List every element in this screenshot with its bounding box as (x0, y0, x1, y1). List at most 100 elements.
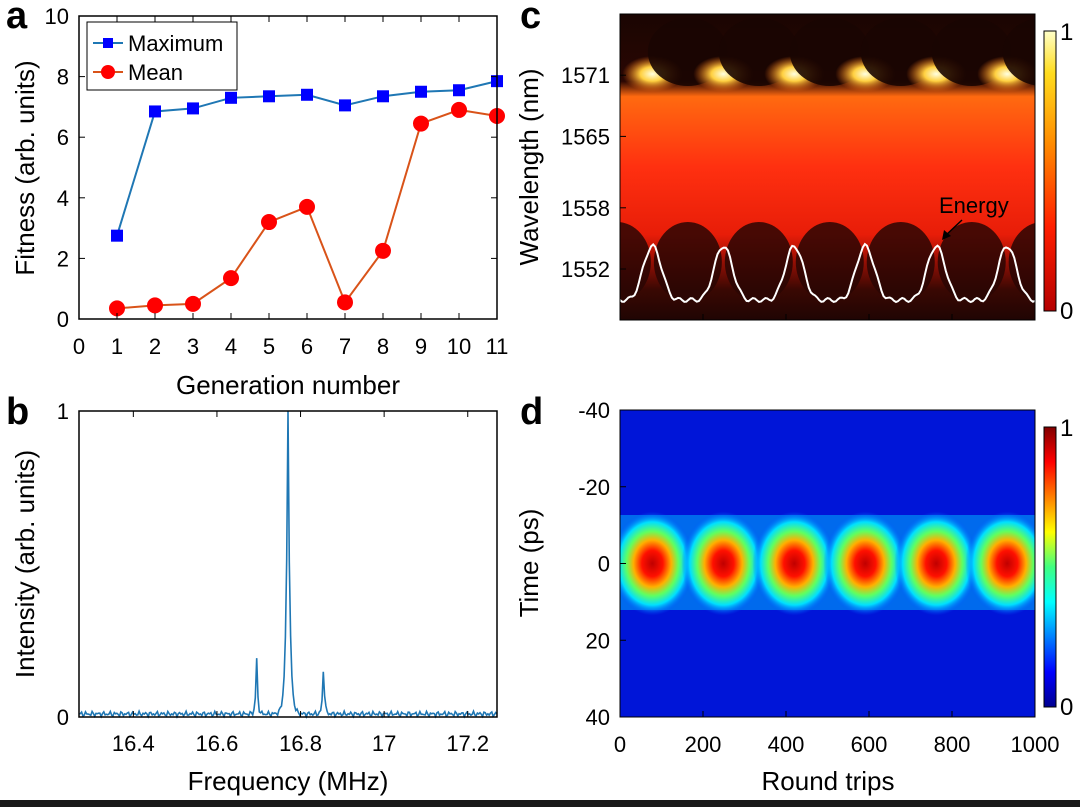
panel-d-heatmap-marks (620, 511, 1035, 616)
maximum-point (187, 102, 199, 115)
panel-label-b: b (6, 391, 29, 433)
panel-c-x-ticks (619, 314, 1036, 320)
panel-b-xtick-label: 17 (372, 731, 396, 756)
panel-d-ylabel: Time (ps) (514, 509, 544, 618)
spectrum-dark-notch (937, 222, 1006, 302)
maximum-point (377, 90, 389, 103)
mean-point (109, 300, 125, 317)
panel-d-plot: 0 200 400 600 800 1000 -40 -20 0 20 40 Round trip… (514, 398, 1073, 796)
panel-c-ytick-label: 1565 (561, 124, 610, 149)
panel-a-ytick-label: 0 (57, 307, 69, 332)
mean-point (337, 294, 353, 311)
panel-d-ytick-label: -40 (578, 398, 610, 423)
panel-d-xtick-label: 400 (768, 732, 805, 757)
spectrum-dark-notch (653, 222, 722, 302)
colorbar-c-min: 0 (1060, 298, 1073, 325)
spectrum-dark-notch (866, 222, 935, 302)
spectrum-dark-gap (1074, 18, 1080, 86)
mean-point (147, 297, 163, 314)
panel-a-ytick-label: 2 (57, 246, 69, 271)
panel-a-xtick-label: 9 (415, 334, 427, 359)
panel-a-xtick-label: 11 (486, 334, 509, 359)
panel-a-ytick-label: 6 (57, 125, 69, 150)
panel-d-xtick-label: 600 (851, 732, 888, 757)
panel-b-ytick-label: 1 (57, 399, 69, 424)
panel-label-d: d (520, 391, 543, 433)
panel-d-xtick-label: 800 (934, 732, 971, 757)
panel-label-a: a (6, 0, 28, 37)
legend-maximum-label: Maximum (128, 31, 223, 56)
panel-b-ytick-label: 0 (57, 705, 69, 730)
mean-point (413, 115, 429, 132)
spectrum-line (78, 410, 498, 719)
spectrum-dark-notch (1008, 223, 1035, 301)
pulse-blob (823, 511, 908, 616)
panel-d-y-ticks: -40 -20 0 20 40 (578, 398, 626, 730)
spectrum-dark-notch (724, 222, 793, 302)
mean-point (299, 198, 315, 215)
energy-annotation: Energy (939, 193, 1009, 218)
spectrum-dark-notch (620, 222, 651, 302)
panel-d-ytick-label: 40 (586, 705, 610, 730)
panel-a-xtick-label: 1 (111, 334, 123, 359)
panel-a-xtick-label: 7 (339, 334, 351, 359)
panel-a-xtick-label: 3 (187, 334, 199, 359)
panel-c-y-ticks: 1552 1558 1565 1571 (561, 63, 626, 282)
panel-a-ylabel: Fitness (arb. units) (10, 60, 40, 275)
legend-box (86, 21, 238, 91)
panel-b-xtick-label: 17.2 (446, 731, 489, 756)
mean-point (185, 295, 201, 312)
panel-b-xtick-label: 16.8 (279, 731, 322, 756)
panel-a-series (109, 75, 505, 317)
maximum-point (111, 229, 123, 242)
maximum-point (225, 91, 237, 104)
panel-c-ytick-label: 1558 (561, 196, 610, 221)
panel-d-xtick-label: 0 (614, 732, 626, 757)
mean-point (223, 270, 239, 287)
maximum-point (149, 105, 161, 118)
panel-a-ytick-label: 10 (45, 4, 69, 29)
panel-d-ytick-label: 0 (598, 552, 610, 577)
panel-d-ytick-label: -20 (578, 475, 610, 500)
mean-point (451, 101, 467, 118)
panel-b-xtick-label: 16.4 (112, 731, 155, 756)
energy-curve (620, 242, 1035, 304)
legend-maximum-marker (103, 38, 113, 48)
spectrum-dark-gap (1002, 18, 1035, 86)
panel-b-xtick-label: 16.6 (196, 731, 239, 756)
pulse-blob (894, 511, 979, 616)
panel-d-xtick-label: 200 (685, 732, 722, 757)
panel-a-xtick-label: 5 (263, 334, 275, 359)
pulse-blob (620, 511, 695, 616)
panel-b-ylabel: Intensity (arb. units) (10, 450, 40, 678)
legend-mean-label: Mean (128, 60, 183, 85)
maximum-point (263, 90, 275, 103)
pulse-blob (965, 511, 1035, 616)
pulse-blob (752, 511, 837, 616)
panel-b-xlabel: Frequency (MHz) (188, 766, 389, 796)
panel-d-x-ticks: 0 200 400 600 800 1000 (614, 711, 1059, 757)
panel-c-colorbar (1043, 30, 1057, 312)
panel-a-plot: 0 1 2 3 4 5 6 7 8 9 10 11 0 2 4 6 8 10 Generation number… (10, 4, 508, 400)
panel-a-xtick-label: 0 (73, 334, 85, 359)
panel-a-legend: Maximum Mean (86, 21, 238, 91)
panel-a-axes-frame (78, 15, 498, 320)
energy-arrow-head (942, 230, 951, 240)
panel-d-ytick-label: 20 (586, 628, 610, 653)
panel-d-xlabel: Round trips (762, 766, 895, 796)
maximum-point (453, 84, 465, 97)
panel-a-xlabel: Generation number (176, 370, 400, 400)
panel-b-y-ticks: 01 (57, 399, 85, 730)
panel-b-plot: 16.4 16.6 16.8 17 17.2 01 Frequency (MHz) In… (10, 399, 498, 796)
maximum-point (301, 88, 313, 101)
legend-mean-marker (101, 65, 115, 79)
maximum-point (339, 99, 351, 112)
panel-a-ytick-label: 8 (57, 65, 69, 90)
panel-a-xtick-label: 10 (447, 334, 471, 359)
panel-c-ytick-label: 1552 (561, 257, 610, 282)
panel-label-c: c (520, 0, 541, 37)
mean-point (261, 214, 277, 231)
colorbar-c-max: 1 (1060, 19, 1073, 46)
